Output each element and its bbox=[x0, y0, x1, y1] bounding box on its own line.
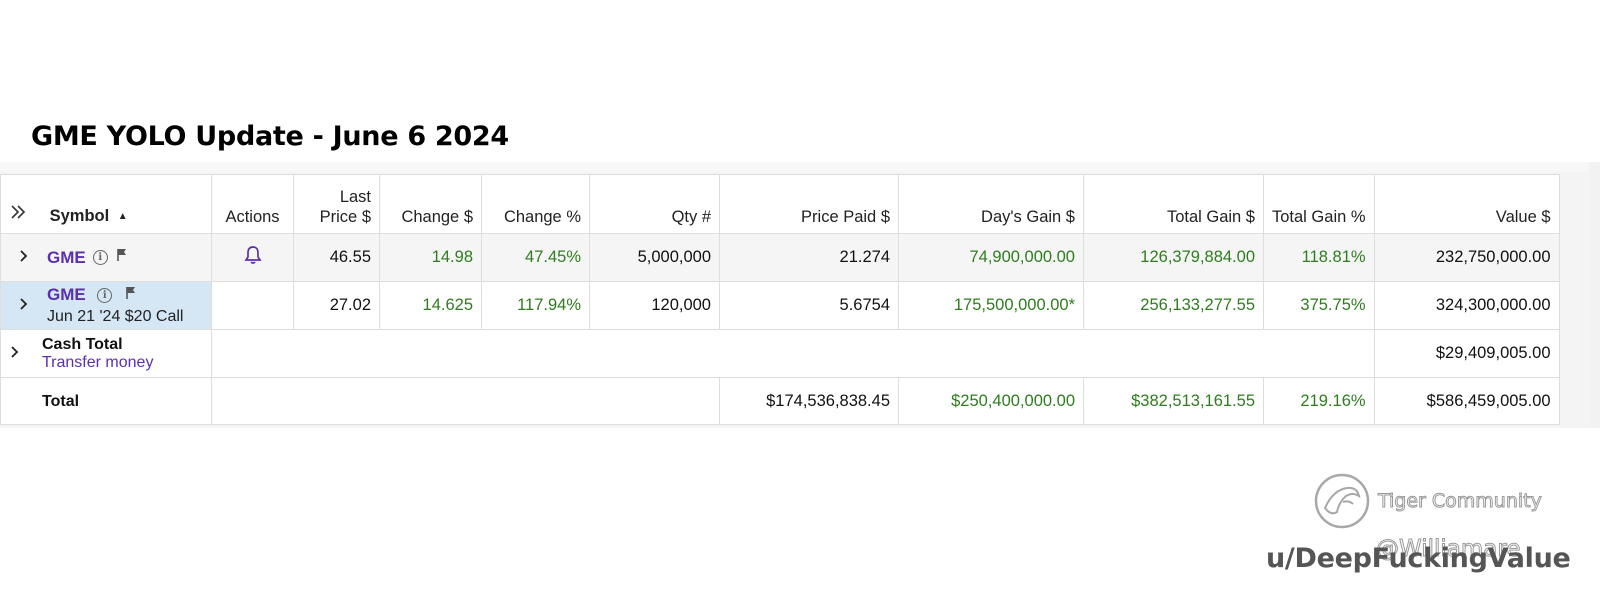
value-cell: 232,750,000.00 bbox=[1373, 233, 1560, 282]
cash-cell: Cash Total Transfer money bbox=[0, 329, 212, 378]
price-paid-cell: 5.6754 bbox=[719, 281, 899, 330]
total-total-gain-pct-cell: 219.16% bbox=[1263, 377, 1375, 425]
holdings-table-container: Symbol ▲ Actions Last Price $ Change $ C… bbox=[0, 162, 1600, 428]
total-total-gain-cell: $382,513,161.55 bbox=[1083, 377, 1264, 425]
change-pct-cell: 117.94% bbox=[481, 281, 590, 330]
total-empty-cell bbox=[211, 377, 720, 425]
last-price-cell: 46.55 bbox=[293, 233, 380, 282]
total-gain-pct-header[interactable]: Total Gain % bbox=[1263, 174, 1375, 234]
days-gain-header[interactable]: Day's Gain $ bbox=[898, 174, 1084, 234]
info-circle-icon[interactable]: i bbox=[92, 250, 108, 265]
info-circle-icon[interactable]: i bbox=[97, 288, 113, 304]
holdings-table: Symbol ▲ Actions Last Price $ Change $ C… bbox=[0, 174, 1560, 425]
last-price-header-line1: Last bbox=[339, 188, 371, 206]
actions-cell bbox=[211, 281, 294, 330]
cash-empty-cell bbox=[211, 329, 1375, 378]
total-gain-pct-cell: 375.75% bbox=[1263, 281, 1375, 330]
total-gain-pct-cell: 118.81% bbox=[1263, 233, 1375, 282]
table-header-row: Symbol ▲ Actions Last Price $ Change $ C… bbox=[0, 174, 1560, 234]
total-gain-cell: 126,379,884.00 bbox=[1083, 233, 1264, 282]
table-right-strip bbox=[1590, 162, 1600, 428]
bell-icon[interactable] bbox=[243, 246, 262, 269]
symbol-link[interactable]: GME bbox=[47, 284, 86, 304]
cash-total-label: Cash Total bbox=[42, 335, 123, 353]
symbol-header-label: Symbol bbox=[49, 207, 110, 225]
last-price-header-line2: Price $ bbox=[319, 208, 371, 226]
change-pct-cell: 47.45% bbox=[481, 233, 590, 282]
expand-all-icon[interactable] bbox=[2, 203, 36, 225]
total-price-paid-cell: $174,536,838.45 bbox=[719, 377, 899, 425]
symbol-cell: GME i Jun 21 '24 $20 Call bbox=[0, 281, 212, 330]
actions-cell bbox=[211, 233, 294, 282]
page-title: GME YOLO Update - June 6 2024 bbox=[31, 121, 509, 152]
total-gain-header[interactable]: Total Gain $ bbox=[1083, 174, 1264, 234]
chevron-right-icon[interactable] bbox=[2, 246, 48, 269]
actions-header: Actions bbox=[211, 174, 294, 234]
price-paid-cell: 21.274 bbox=[719, 233, 899, 282]
last-price-header[interactable]: Last Price $ bbox=[293, 174, 380, 234]
days-gain-cell: 74,900,000.00 bbox=[898, 233, 1084, 282]
cash-row[interactable]: Cash Total Transfer money $29,409,005.00 bbox=[0, 329, 1560, 378]
change-header[interactable]: Change $ bbox=[379, 174, 482, 234]
total-days-gain-cell: $250,400,000.00 bbox=[898, 377, 1084, 425]
flag-icon[interactable] bbox=[116, 248, 128, 267]
value-cell: 324,300,000.00 bbox=[1373, 281, 1560, 330]
transfer-money-link[interactable]: Transfer money bbox=[42, 353, 154, 371]
change-cell: 14.98 bbox=[379, 233, 482, 282]
symbol-header[interactable]: Symbol ▲ bbox=[0, 174, 212, 234]
value-header[interactable]: Value $ bbox=[1373, 174, 1560, 234]
total-label-cell: Total bbox=[0, 377, 212, 425]
chevron-right-icon[interactable] bbox=[2, 342, 30, 365]
qty-header[interactable]: Qty # bbox=[589, 174, 720, 234]
days-gain-cell: 175,500,000.00* bbox=[898, 281, 1084, 330]
chevron-right-icon[interactable] bbox=[2, 294, 48, 317]
symbol-cell: GME i bbox=[0, 233, 212, 282]
sort-up-triangle-icon: ▲ bbox=[117, 211, 128, 222]
symbol-link[interactable]: GME bbox=[47, 247, 86, 267]
total-row: Total $174,536,838.45 $250,400,000.00 $3… bbox=[0, 377, 1560, 425]
total-label: Total bbox=[42, 392, 80, 410]
table-top-strip bbox=[0, 162, 1588, 172]
flag-icon[interactable] bbox=[125, 286, 137, 305]
table-row[interactable]: GME i Jun 21 '24 $20 Call 27.02 14.625 bbox=[0, 281, 1560, 330]
price-paid-header[interactable]: Price Paid $ bbox=[719, 174, 899, 234]
watermark-handle: @Williamare bbox=[1376, 536, 1521, 563]
qty-cell: 5,000,000 bbox=[589, 233, 720, 282]
cash-value-cell: $29,409,005.00 bbox=[1373, 329, 1560, 378]
table-row[interactable]: GME i 46.55 14.98 47.45% 5,000,000 bbox=[0, 233, 1560, 282]
option-description: Jun 21 '24 $20 Call bbox=[47, 308, 184, 326]
total-value-cell: $586,459,005.00 bbox=[1373, 377, 1560, 425]
change-cell: 14.625 bbox=[379, 281, 482, 330]
watermark-user: u/DeepFuckingValue bbox=[1266, 543, 1571, 574]
change-pct-header[interactable]: Change % bbox=[481, 174, 590, 234]
tiger-logo-icon bbox=[1313, 472, 1371, 535]
last-price-cell: 27.02 bbox=[293, 281, 380, 330]
qty-cell: 120,000 bbox=[589, 281, 720, 330]
watermark-brand: Tiger Community bbox=[1378, 490, 1543, 513]
total-gain-cell: 256,133,277.55 bbox=[1083, 281, 1264, 330]
